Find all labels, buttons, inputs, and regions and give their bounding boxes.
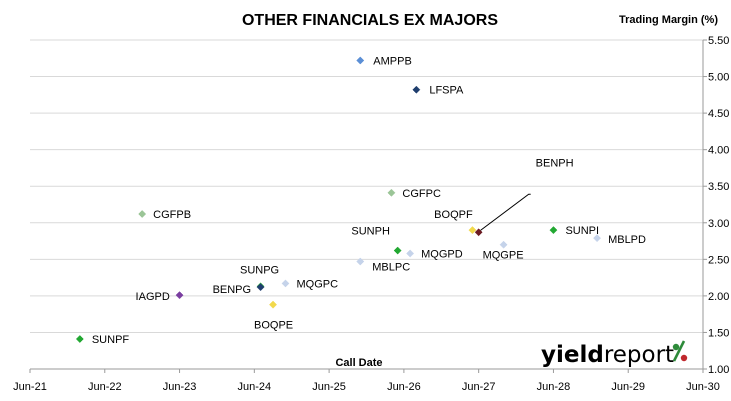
x-tick-label: Jun-23 xyxy=(163,381,197,393)
benph-leader-line xyxy=(480,193,531,231)
point-marker xyxy=(387,188,396,197)
point-lfspa: LFSPA xyxy=(412,85,464,97)
point-marker xyxy=(356,56,365,65)
x-tick-label: Jun-25 xyxy=(312,381,346,393)
point-cgfpc: CGFPC xyxy=(387,188,441,200)
point-mblpc: MBLPC xyxy=(356,257,410,274)
x-tick-label: Jun-26 xyxy=(387,381,421,393)
point-label: MQGPE xyxy=(483,250,524,262)
y-tick-label: 2.00 xyxy=(708,291,729,303)
point-label: LFSPA xyxy=(429,85,464,97)
y-tick-label: 3.00 xyxy=(708,218,729,230)
point-marker xyxy=(393,246,402,255)
logo-percent-icon xyxy=(672,340,688,362)
point-sunpi: SUNPI xyxy=(549,225,599,237)
point-cgfpb: CGFPB xyxy=(138,209,191,221)
point-marker xyxy=(175,291,184,300)
point-sunpf: SUNPF xyxy=(75,334,130,346)
point-mqgpc: MQGPC xyxy=(281,278,338,290)
grid-lines xyxy=(30,39,703,333)
point-sunph: SUNPH xyxy=(351,226,402,255)
point-label: MBLPC xyxy=(372,262,410,274)
point-marker xyxy=(356,257,365,266)
point-label: BOQPE xyxy=(254,320,293,332)
point-label: SUNPI xyxy=(565,225,599,237)
point-iagpd: IAGPD xyxy=(136,291,184,303)
point-marker xyxy=(269,300,277,309)
x-tick-label: Jun-30 xyxy=(686,381,720,393)
axes xyxy=(29,39,707,373)
point-marker xyxy=(549,226,558,235)
y-tick-label: 1.00 xyxy=(708,364,729,376)
data-points: AMPPB LFSPA CGFPC CGFPB BENPH BOQPF SUNPI MBLPD… xyxy=(75,55,646,346)
y-tick-label: 3.50 xyxy=(708,181,729,193)
point-marker xyxy=(474,228,483,237)
y-tick-label: 5.00 xyxy=(708,72,729,84)
point-marker xyxy=(468,226,477,235)
tick-labels: 1.00 1.50 2.00 2.50 3.00 3.50 4.00 4.50 5.00 5.50… xyxy=(13,35,729,393)
x-tick-label: Jun-24 xyxy=(238,381,272,393)
point-marker xyxy=(138,210,147,218)
x-axis-label: Call Date xyxy=(335,357,382,369)
logo-word-report: report xyxy=(604,342,674,368)
point-marker xyxy=(406,249,415,258)
x-tick-label: Jun-27 xyxy=(462,381,496,393)
point-marker xyxy=(256,283,265,292)
point-label: MQGPC xyxy=(296,278,338,290)
y-tick-label: 4.00 xyxy=(708,145,729,157)
point-marker xyxy=(281,279,290,288)
point-label: AMPPB xyxy=(373,55,412,67)
point-boqpf: BOQPF xyxy=(434,209,477,235)
x-tick-label: Jun-29 xyxy=(611,381,645,393)
point-label: CGFPB xyxy=(153,209,191,221)
point-mqgpd: MQGPD xyxy=(406,248,463,260)
point-marker xyxy=(593,234,602,243)
point-amppb: AMPPB xyxy=(356,55,412,67)
point-marker xyxy=(75,335,84,343)
y-tick-label: 2.50 xyxy=(708,254,729,266)
point-benph: BENPH xyxy=(474,157,574,237)
point-marker xyxy=(412,85,421,94)
x-tick-label: Jun-21 xyxy=(13,381,47,393)
point-label: BENPG xyxy=(213,284,252,296)
point-label: IAGPD xyxy=(136,291,170,303)
logo-word-yield: yield xyxy=(541,342,604,368)
x-tick-label: Jun-28 xyxy=(537,381,571,393)
y-tick-label: 1.50 xyxy=(708,327,729,339)
y-tick-label: 5.50 xyxy=(708,35,729,47)
point-label: BOQPF xyxy=(434,209,473,221)
point-label: CGFPC xyxy=(402,188,441,200)
logo-text: yieldreport xyxy=(541,342,674,368)
point-label: SUNPH xyxy=(351,226,390,238)
point-label: BENPH xyxy=(536,157,574,169)
point-label: SUNPF xyxy=(92,334,130,346)
point-benpg: BENPG xyxy=(213,283,265,296)
point-label: SUNPG xyxy=(240,264,279,276)
y-tick-label: 4.50 xyxy=(708,108,729,120)
y-axis-label: Trading Margin (%) xyxy=(619,14,718,26)
point-mqgpe: MQGPE xyxy=(483,240,524,262)
point-marker xyxy=(499,240,508,249)
point-label: MBLPD xyxy=(608,234,646,246)
point-mblpd: MBLPD xyxy=(593,234,646,246)
point-label: MQGPD xyxy=(421,248,463,260)
x-tick-label: Jun-22 xyxy=(88,381,122,393)
yieldreport-logo: yieldreport xyxy=(541,340,688,368)
point-boqpe: BOQPE xyxy=(254,300,293,332)
chart-title: OTHER FINANCIALS EX MAJORS xyxy=(242,12,498,29)
